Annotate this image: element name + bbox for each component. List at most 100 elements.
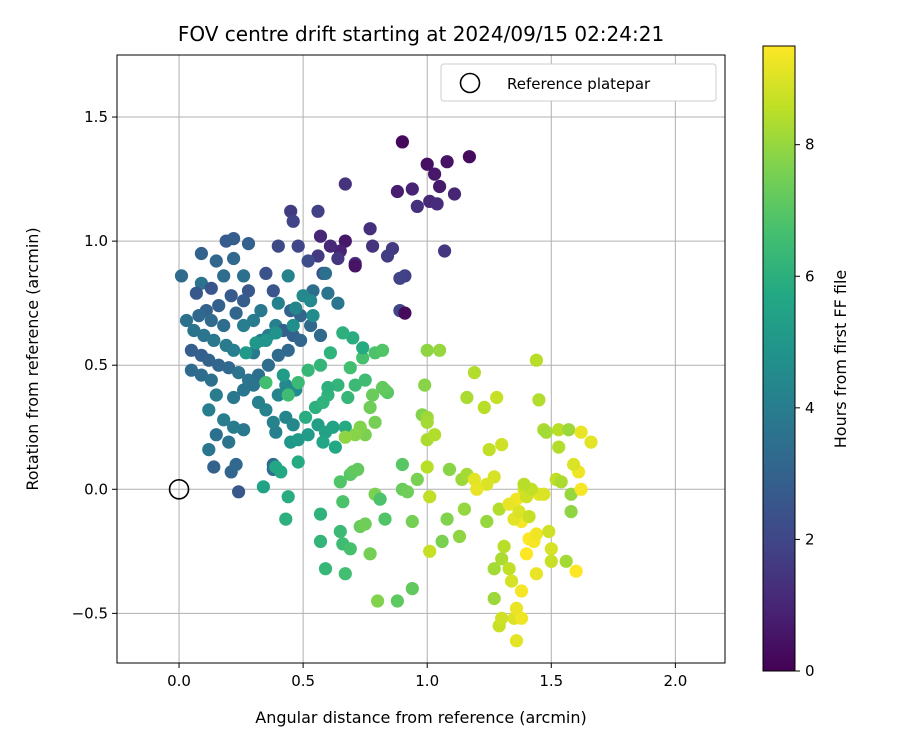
data-point — [480, 477, 494, 491]
data-point — [271, 388, 285, 402]
data-point — [512, 505, 526, 519]
data-point — [259, 376, 273, 390]
data-point — [232, 485, 246, 499]
data-point — [286, 418, 300, 432]
y-axis-label: Rotation from reference (arcmin) — [23, 227, 42, 490]
data-point — [495, 438, 509, 452]
data-point — [380, 249, 395, 263]
data-point — [313, 534, 328, 549]
data-point — [502, 562, 516, 576]
data-point — [356, 351, 370, 365]
data-point — [542, 524, 556, 539]
data-point — [269, 425, 283, 439]
data-point — [202, 443, 216, 457]
data-point — [237, 294, 251, 308]
data-point — [326, 420, 340, 434]
data-point — [301, 254, 315, 268]
x-axis-label: Angular distance from reference (arcmin) — [255, 708, 586, 727]
data-point — [259, 266, 273, 280]
data-point — [316, 395, 330, 409]
legend-box — [440, 63, 717, 102]
data-point — [519, 547, 534, 561]
data-point — [204, 373, 218, 387]
data-point — [375, 380, 390, 395]
data-point — [306, 309, 320, 323]
data-point — [428, 167, 442, 181]
data-point — [569, 564, 583, 578]
x-tick-label: 1.0 — [415, 672, 439, 690]
data-point — [284, 204, 298, 218]
data-point — [338, 177, 352, 191]
data-point — [194, 368, 208, 382]
data-point — [304, 294, 318, 308]
data-point — [539, 425, 553, 439]
data-point — [514, 584, 529, 598]
data-point — [452, 529, 467, 544]
data-point — [346, 331, 360, 345]
data-point — [212, 358, 226, 372]
data-point — [529, 353, 544, 367]
data-point — [281, 269, 295, 283]
plot-frame — [116, 54, 726, 664]
y-tick-label: 1.5 — [84, 108, 108, 126]
data-point — [241, 237, 256, 251]
data-point — [266, 284, 280, 298]
data-point — [266, 415, 280, 429]
data-point — [271, 239, 285, 253]
data-point — [229, 306, 243, 320]
data-point — [313, 328, 328, 342]
data-point — [239, 346, 253, 360]
data-point — [323, 239, 337, 253]
data-point — [343, 361, 357, 375]
data-point — [301, 363, 315, 377]
data-point — [492, 502, 506, 516]
data-point — [333, 475, 347, 489]
data-point — [395, 135, 409, 149]
data-point — [321, 286, 335, 300]
data-point — [227, 390, 241, 405]
colorbar-label: Hours from first FF file — [831, 270, 850, 449]
data-point — [227, 251, 241, 266]
data-point — [495, 611, 509, 625]
y-axis-ticks: −0.5 0.0 0.5 1.0 1.5 — [72, 108, 117, 622]
data-point — [574, 482, 588, 496]
data-point — [209, 428, 223, 442]
data-point — [237, 423, 251, 437]
grid — [117, 55, 725, 663]
data-point — [438, 244, 452, 258]
data-point — [192, 309, 206, 323]
colorbar-tick-label: 6 — [805, 267, 815, 285]
data-point — [363, 222, 377, 236]
data-point — [254, 304, 268, 318]
data-point — [189, 286, 203, 300]
data-point — [509, 601, 524, 616]
data-point — [336, 326, 350, 340]
data-point — [348, 428, 362, 442]
data-point — [256, 480, 270, 494]
data-point — [321, 380, 335, 395]
data-point — [356, 341, 370, 355]
data-point — [184, 343, 198, 357]
data-point — [229, 457, 243, 472]
data-point — [567, 457, 581, 472]
data-point — [274, 465, 288, 479]
y-tick-label: 1.0 — [84, 232, 108, 250]
colorbar-tick-label: 4 — [805, 399, 815, 417]
x-tick-label: 0.0 — [167, 672, 191, 690]
data-point — [428, 428, 442, 442]
data-point — [373, 492, 387, 506]
data-point — [299, 410, 313, 424]
data-point — [301, 428, 315, 442]
y-tick-label: 0.0 — [84, 480, 108, 498]
x-tick-label: 1.5 — [539, 672, 563, 690]
data-point — [517, 477, 531, 491]
data-point — [433, 343, 447, 357]
data-point — [430, 197, 444, 211]
data-point — [482, 443, 496, 457]
data-point — [259, 403, 273, 417]
data-point — [363, 400, 377, 414]
data-point — [336, 495, 350, 509]
data-point — [227, 232, 241, 246]
data-point — [197, 328, 211, 342]
